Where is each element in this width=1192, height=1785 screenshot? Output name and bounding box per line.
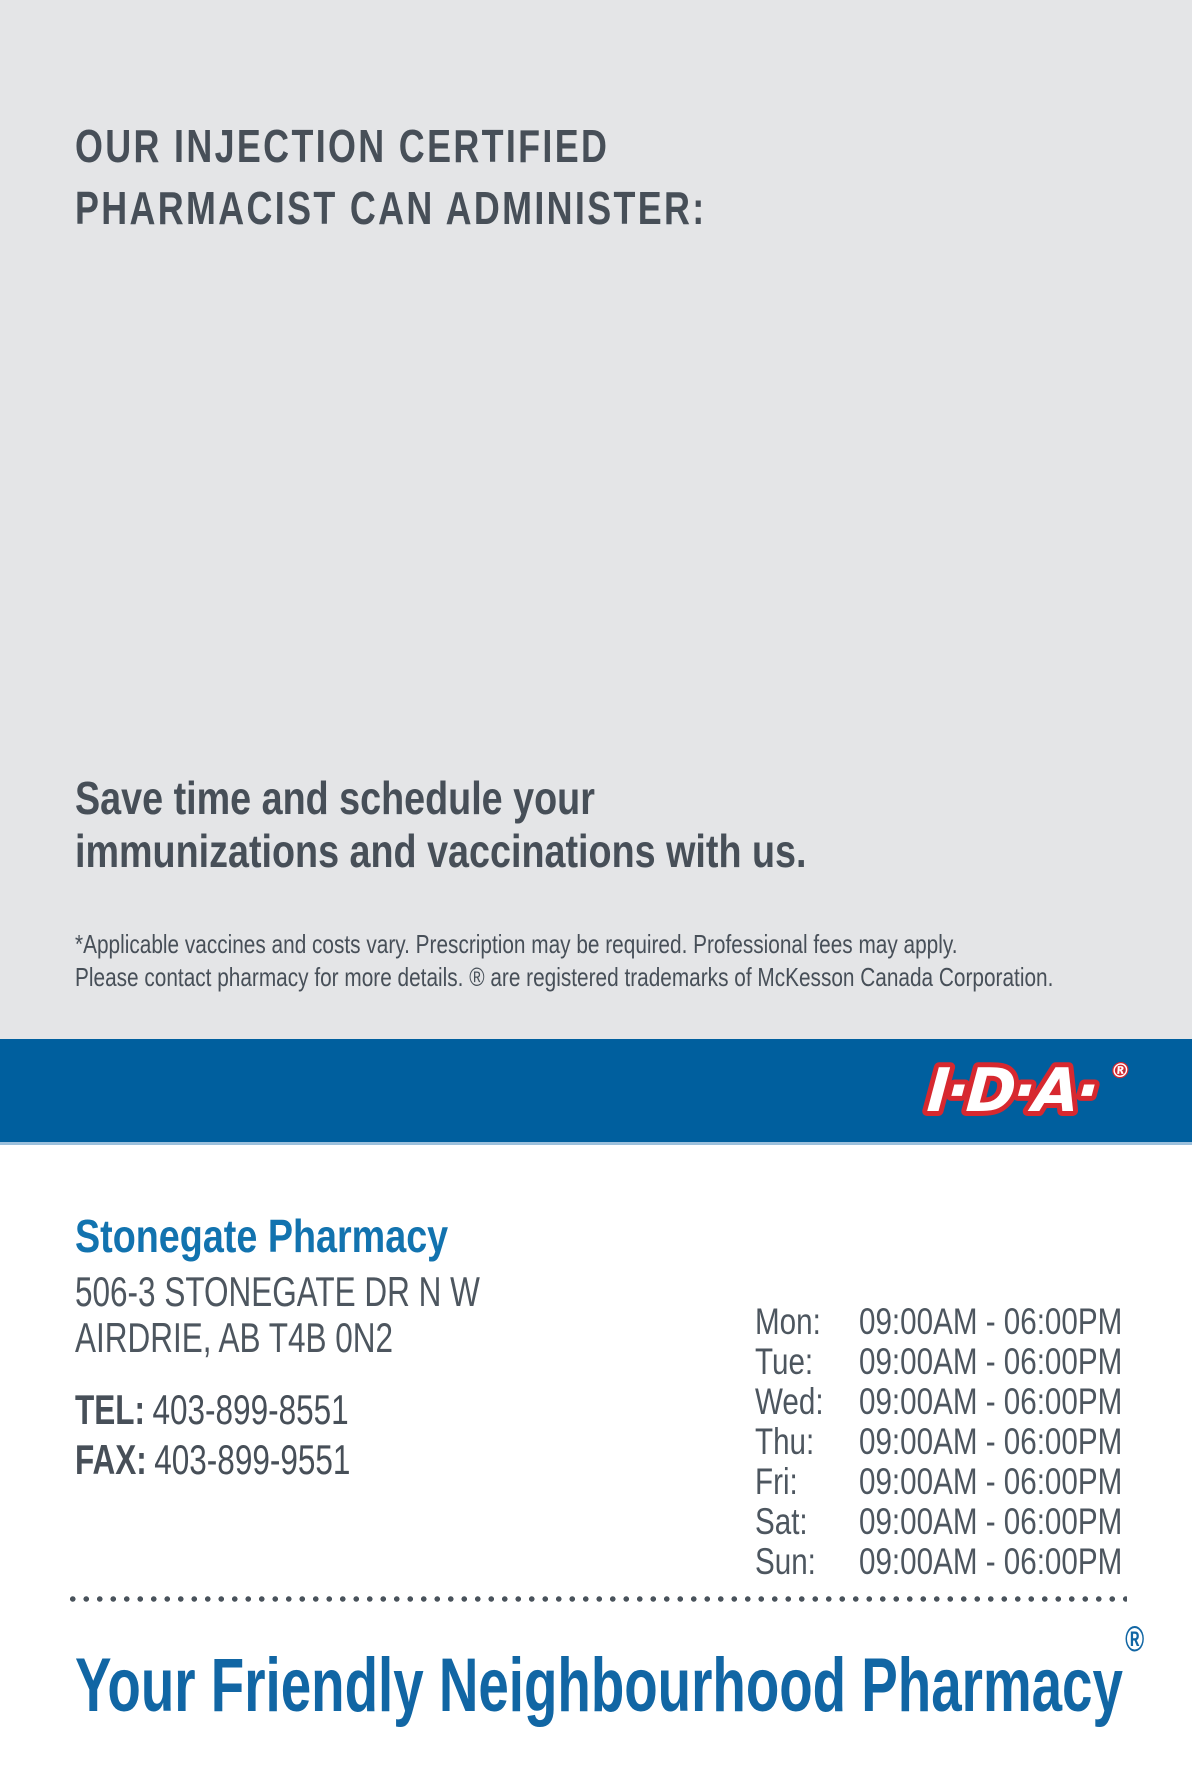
page-title-line1: OUR INJECTION CERTIFIED xyxy=(75,119,610,172)
tagline-text: Your Friendly Neighbourhood Pharmacy xyxy=(75,1643,1123,1728)
hours-time-value: 09:00AM - 06:00PM xyxy=(859,1541,1123,1582)
disclaimer-line2: Please contact pharmacy for more details… xyxy=(75,962,1054,992)
hours-row-mon: Mon: 09:00AM - 06:00PM xyxy=(755,1302,1122,1342)
hours-time-value: 09:00AM - 06:00PM xyxy=(859,1501,1123,1542)
disclaimer-text: *Applicable vaccines and costs vary. Pre… xyxy=(75,928,1053,994)
hours-time-value: 09:00AM - 06:00PM xyxy=(859,1301,1123,1342)
brand-band: I·D·A· ® xyxy=(0,1039,1192,1145)
pharmacy-address-line1: 506-3 STONEGATE DR N W xyxy=(75,1268,480,1315)
ida-logo-text: I·D·A· xyxy=(925,1056,1099,1126)
disclaimer-line1: *Applicable vaccines and costs vary. Pre… xyxy=(75,929,958,959)
hours-day-label: Tue: xyxy=(755,1341,814,1382)
pharmacy-tel-line: TEL: 403-899-8551 xyxy=(75,1389,349,1431)
hours-row-thu: Thu: 09:00AM - 06:00PM xyxy=(755,1422,1122,1462)
promo-subheading-line1: Save time and schedule your xyxy=(75,772,595,824)
hours-time-value: 09:00AM - 06:00PM xyxy=(859,1461,1123,1502)
hours-time-value: 09:00AM - 06:00PM xyxy=(859,1341,1123,1382)
pharmacy-fax-line: FAX: 403-899-9551 xyxy=(75,1439,350,1481)
hours-day-label: Sat: xyxy=(755,1501,808,1542)
hours-day-label: Mon: xyxy=(755,1301,821,1342)
hours-row-sun: Sun: 09:00AM - 06:00PM xyxy=(755,1542,1122,1582)
pharmacy-address-line2: AIRDRIE, AB T4B 0N2 xyxy=(75,1314,394,1361)
dotted-divider xyxy=(66,1595,1127,1603)
ida-logo-registered-mark: ® xyxy=(1110,1060,1131,1082)
ida-logo-icon: I·D·A· ® xyxy=(920,1051,1132,1131)
hours-day-label: Wed: xyxy=(755,1381,824,1422)
hours-day-label: Sun: xyxy=(755,1541,816,1582)
promo-subheading: Save time and schedule your immunization… xyxy=(75,772,806,878)
page-title: OUR INJECTION CERTIFIED PHARMACIST CAN A… xyxy=(75,115,707,239)
promo-subheading-line2: immunizations and vaccinations with us. xyxy=(75,825,807,877)
fax-label: FAX: xyxy=(75,1436,147,1483)
hours-row-tue: Tue: 09:00AM - 06:00PM xyxy=(755,1342,1122,1382)
hours-row-sat: Sat: 09:00AM - 06:00PM xyxy=(755,1502,1122,1542)
tel-label: TEL: xyxy=(75,1386,145,1433)
fax-number: 403-899-9551 xyxy=(154,1436,351,1483)
hours-row-fri: Fri: 09:00AM - 06:00PM xyxy=(755,1462,1122,1502)
page-title-line2: PHARMACIST CAN ADMINISTER: xyxy=(75,181,707,234)
pharmacy-name: Stonegate Pharmacy xyxy=(75,1210,449,1262)
hours-day-label: Thu: xyxy=(755,1421,815,1462)
tel-number: 403-899-8551 xyxy=(152,1386,349,1433)
gray-section: OUR INJECTION CERTIFIED PHARMACIST CAN A… xyxy=(0,0,1192,1039)
ida-logo: I·D·A· ® xyxy=(914,1051,1146,1131)
tagline: Your Friendly Neighbourhood Pharmacy® xyxy=(75,1620,1144,1724)
store-hours-list: Mon: 09:00AM - 06:00PM Tue: 09:00AM - 06:0… xyxy=(755,1302,1122,1582)
hours-day-label: Fri: xyxy=(755,1461,798,1502)
hours-time-value: 09:00AM - 06:00PM xyxy=(859,1381,1123,1422)
hours-time-value: 09:00AM - 06:00PM xyxy=(859,1421,1123,1462)
tagline-registered-mark: ® xyxy=(1125,1617,1145,1659)
hours-row-wed: Wed: 09:00AM - 06:00PM xyxy=(755,1382,1122,1422)
